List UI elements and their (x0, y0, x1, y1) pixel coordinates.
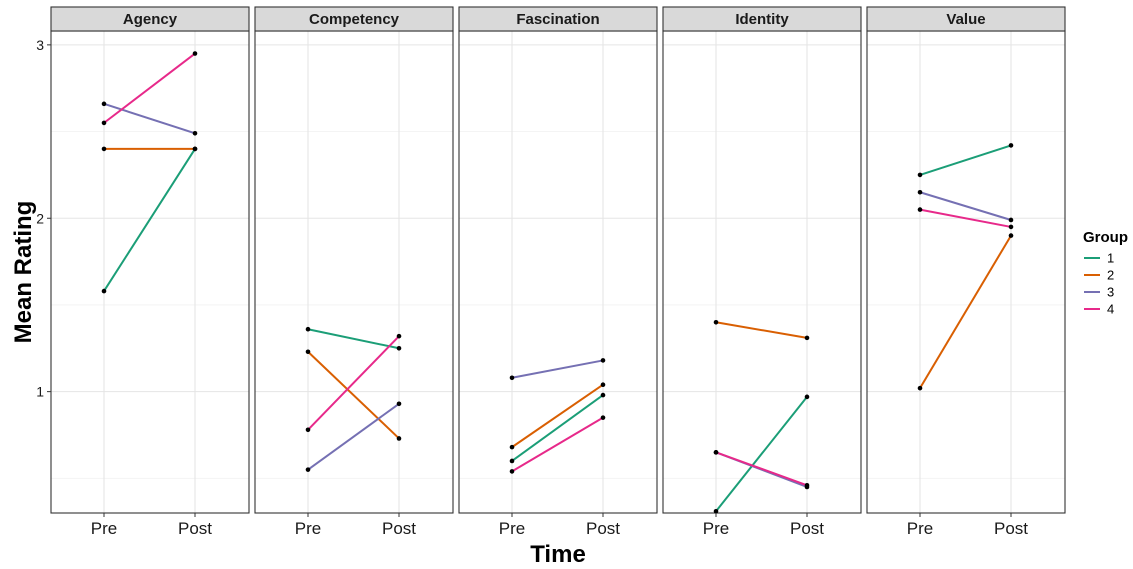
series-line-identity-group-2 (715, 321, 808, 339)
panel-border-identity (662, 30, 862, 514)
legend-label-group-2: 2 (1107, 268, 1114, 283)
grid-layer (51, 31, 1065, 513)
y-tick-label-2: 2 (36, 210, 44, 226)
x-tick-label-fascination-pre: Pre (499, 519, 525, 538)
data-point-agency-group-4-post (192, 51, 198, 56)
data-point-competency-group-2-post (396, 436, 402, 441)
panel-border-fascination (458, 30, 658, 514)
legend-title: Group (1083, 229, 1128, 246)
data-point-fascination-group-1-post (600, 392, 606, 398)
data-point-value-group-2-post (1008, 233, 1014, 238)
panel-layer: Agency Competency Fascination Identity Value (50, 6, 1066, 514)
data-point-agency-group-2-post (192, 146, 198, 152)
facet-strip-fascination (458, 6, 658, 32)
series-line-competency-group-3 (307, 402, 400, 471)
data-point-agency-group-3-pre (101, 101, 107, 107)
data-point-competency-group-3-post (396, 401, 402, 407)
data-point-agency-group-4-pre (101, 120, 107, 126)
panel-border-agency (50, 30, 250, 514)
data-point-fascination-group-3-pre (509, 375, 515, 381)
data-point-agency-group-3-post (192, 130, 198, 136)
series-line-value-group-1 (919, 144, 1012, 176)
legend-label-group-1: 1 (1107, 251, 1114, 266)
data-point-competency-group-4-pre (305, 427, 311, 433)
series-line-agency-group-1 (103, 148, 196, 292)
series-line-agency-group-4 (103, 52, 196, 124)
x-tick-label-competency-pre: Pre (295, 519, 321, 538)
series-line-identity-group-4 (715, 451, 808, 487)
data-point-identity-group-1-post (804, 394, 810, 400)
facet-label-fascination: Fascination (516, 11, 599, 28)
data-point-value-group-2-pre (917, 385, 923, 391)
facet-label-value: Value (946, 11, 985, 28)
facet-label-agency: Agency (123, 11, 178, 28)
data-point-identity-group-2-post (804, 335, 810, 341)
data-point-fascination-group-3-post (600, 358, 606, 363)
data-point-competency-group-1-post (396, 345, 402, 351)
x-tick-label-competency-post: Post (382, 519, 416, 538)
data-point-value-group-1-post (1008, 143, 1014, 148)
x-tick-label-value-post: Post (994, 519, 1028, 538)
panel-border-competency (254, 30, 454, 514)
data-point-agency-group-2-pre (101, 146, 107, 152)
facet-strip-competency (254, 6, 454, 32)
series-line-competency-group-1 (307, 328, 400, 350)
point-layer (101, 51, 1014, 514)
series-line-agency-group-3 (103, 102, 196, 135)
series-line-identity-group-1 (715, 396, 808, 512)
data-point-identity-group-4-post (804, 482, 810, 488)
data-point-competency-group-1-pre (305, 326, 311, 332)
data-point-value-group-4-pre (917, 207, 923, 212)
data-point-competency-group-3-pre (305, 467, 311, 472)
x-tick-label-agency-post: Post (178, 519, 212, 538)
axis-layer: Pre Post Pre Post Pre Post Pre Post Pre Post 1 2 3 (36, 37, 1028, 538)
series-line-fascination-group-4 (511, 416, 604, 473)
data-point-agency-group-1-pre (101, 288, 107, 294)
data-point-competency-group-4-post (396, 333, 402, 339)
series-line-value-group-4 (919, 208, 1012, 228)
data-point-fascination-group-2-post (600, 382, 606, 387)
data-point-fascination-group-4-pre (509, 469, 515, 474)
data-point-fascination-group-1-pre (509, 458, 515, 464)
x-tick-label-value-pre: Pre (907, 519, 933, 538)
data-point-identity-group-1-pre (713, 508, 719, 514)
data-point-competency-group-2-pre (305, 349, 311, 355)
series-line-competency-group-4 (307, 335, 400, 431)
x-tick-label-identity-post: Post (790, 519, 824, 538)
series-line-value-group-3 (919, 191, 1012, 221)
y-axis-title: Mean Rating (10, 201, 37, 344)
panel-border-value (866, 30, 1066, 514)
facet-strip-agency (50, 6, 250, 32)
data-point-identity-group-4-pre (713, 450, 719, 455)
data-point-identity-group-2-pre (713, 319, 719, 325)
data-point-value-group-4-post (1008, 224, 1014, 230)
facet-label-identity: Identity (735, 11, 789, 28)
data-point-value-group-3-pre (917, 189, 923, 195)
series-line-fascination-group-1 (511, 394, 604, 462)
legend-label-group-3: 3 (1107, 285, 1114, 300)
x-tick-label-agency-pre: Pre (91, 519, 117, 538)
facet-strip-identity (662, 6, 862, 32)
data-point-fascination-group-4-post (600, 415, 606, 420)
data-point-fascination-group-2-pre (509, 444, 515, 450)
x-tick-label-identity-pre: Pre (703, 519, 729, 538)
series-line-fascination-group-2 (511, 383, 604, 448)
x-axis-title: Time (530, 541, 586, 568)
y-tick-label-3: 3 (36, 37, 44, 53)
legend-label-group-4: 4 (1107, 302, 1114, 317)
data-point-value-group-1-pre (917, 172, 923, 178)
series-layer (103, 52, 1012, 512)
y-tick-label-1: 1 (36, 384, 44, 400)
series-line-value-group-2 (919, 235, 1012, 389)
data-point-value-group-3-post (1008, 217, 1014, 223)
facet-label-competency: Competency (309, 11, 400, 28)
x-tick-label-fascination-post: Post (586, 519, 620, 538)
facet-strip-value (866, 6, 1066, 32)
series-line-competency-group-2 (307, 351, 400, 440)
legend: Group 1 2 3 4 (1083, 229, 1128, 317)
series-line-fascination-group-3 (511, 359, 604, 379)
